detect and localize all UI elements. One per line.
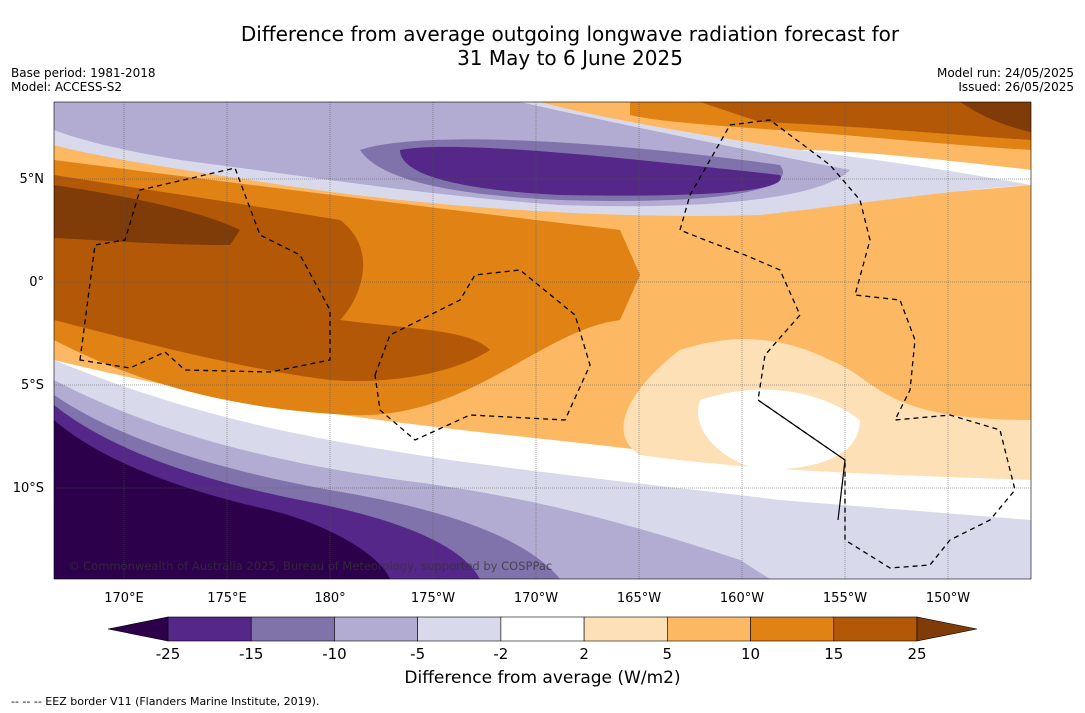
colorbar-tick-label: -15 <box>239 645 264 663</box>
lon-label: 180° <box>314 591 345 606</box>
title-line-1: Difference from average outgoing longwav… <box>240 22 900 46</box>
lon-label: 150°W <box>926 591 970 606</box>
title-line-2: 31 May to 6 June 2025 <box>457 46 683 70</box>
model-run: Model run: 24/05/2025 <box>936 66 1074 80</box>
colorbar-tick-label: 2 <box>579 645 589 663</box>
colorbar-segment <box>167 616 252 642</box>
colorbar-segment <box>250 616 335 642</box>
model-name: Model: ACCESS-S2 <box>11 80 123 94</box>
colorbar-segment <box>417 616 502 642</box>
eez-borders <box>79 119 1016 569</box>
lon-label: 165°W <box>617 591 661 606</box>
colorbar-segment <box>500 616 585 642</box>
lon-label: 160°W <box>720 591 764 606</box>
lat-label: 10°S <box>13 481 44 496</box>
lon-label: 155°W <box>823 591 867 606</box>
colorbar-tick-label: 10 <box>741 645 760 663</box>
map-frame <box>53 101 1032 580</box>
colorbar: -25 -15 -10 -5 -2 2 5 10 15 25 <box>107 616 978 663</box>
lat-labels: 5°N 0° 5°S 10°S <box>13 172 44 496</box>
lon-labels: 170°E 175°E 180° 175°W 170°W 165°W 160°W… <box>104 591 970 606</box>
lat-label: 5°N <box>20 172 45 187</box>
colorbar-segment <box>833 616 918 642</box>
colorbar-segment <box>334 616 418 642</box>
colorbar-tick-label: 25 <box>907 645 926 663</box>
lat-label: 0° <box>29 275 44 290</box>
map-title: Difference from average outgoing longwav… <box>140 22 1000 70</box>
colorbar-segment <box>667 616 751 642</box>
base-period: Base period: 1981-2018 <box>11 66 156 80</box>
colorbar-tick-label: -25 <box>156 645 181 663</box>
colorbar-tick-label: 5 <box>663 645 673 663</box>
eez-solid-border <box>757 399 846 521</box>
eez-legend: -- -- -- EEZ border V11 (Flanders Marine… <box>11 695 320 708</box>
lon-label: 170°E <box>104 591 144 606</box>
colorbar-segment <box>750 616 835 642</box>
colorbar-title: Difference from average (W/m2) <box>404 668 681 688</box>
colorbar-extend-low <box>107 616 169 642</box>
lon-label: 175°E <box>207 591 247 606</box>
colorbar-tick-label: 15 <box>824 645 843 663</box>
colorbar-extend-high <box>916 616 978 642</box>
meta-right: Model run: 24/05/2025 Issued: 26/05/2025 <box>937 66 1074 94</box>
colorbar-tick-label: -10 <box>322 645 347 663</box>
colorbar-tick-label: -2 <box>493 645 508 663</box>
lon-label: 175°W <box>411 591 455 606</box>
colorbar-tick-label: -5 <box>410 645 425 663</box>
lat-label: 5°S <box>21 378 44 393</box>
anomaly-field <box>54 102 1031 579</box>
colorbar-segment <box>583 616 668 642</box>
lon-label: 170°W <box>514 591 558 606</box>
copyright-notice: © Commonwealth of Australia 2025, Bureau… <box>68 559 553 573</box>
meta-left: Base period: 1981-2018 Model: ACCESS-S2 <box>11 66 156 94</box>
issued-date: Issued: 26/05/2025 <box>958 80 1074 94</box>
